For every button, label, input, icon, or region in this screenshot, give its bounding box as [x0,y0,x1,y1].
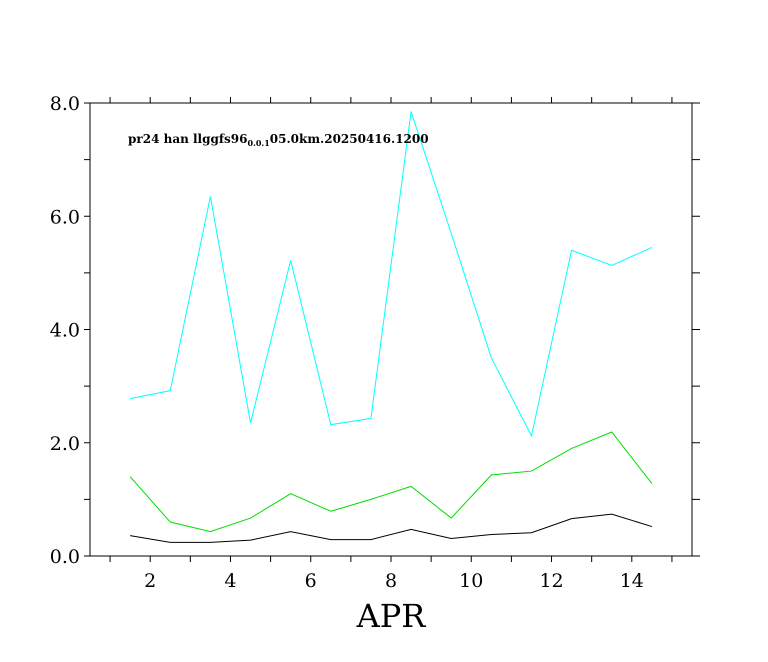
y-tick-label: 2.0 [50,433,80,455]
series-group [129,111,653,543]
chart-annotation: pr24 han llggfs960.0.105.0km.20250416.12… [128,132,429,148]
series-line-1 [130,111,653,438]
tick-marks [84,97,700,562]
series-line-3 [130,513,653,543]
x-tick-label: 10 [459,570,483,592]
x-tick-label: 4 [224,570,236,592]
y-tick-label: 0.0 [50,546,80,568]
x-tick-label: 2 [144,570,156,592]
x-tick-label: 8 [385,570,397,592]
x-tick-label: 14 [620,570,644,592]
annotation-subscript: 0.0.1 [248,138,270,148]
y-tick-label: 4.0 [50,320,80,342]
annotation-suffix: 05.0km.20250416.1200 [270,132,429,146]
y-tick-label: 8.0 [50,93,80,115]
annotation-prefix: pr24 han llggfs96 [128,132,248,146]
x-tick-label: 6 [305,570,317,592]
y-tick-label: 6.0 [50,206,80,228]
x-axis-title: APR [356,597,427,635]
x-tick-label: 12 [539,570,563,592]
tick-labels: 2 4 6 8 10 12 14 0.0 2.0 4.0 6.0 8.0 [50,93,644,592]
plot-frame [89,102,693,557]
series-line-2 [129,431,653,533]
